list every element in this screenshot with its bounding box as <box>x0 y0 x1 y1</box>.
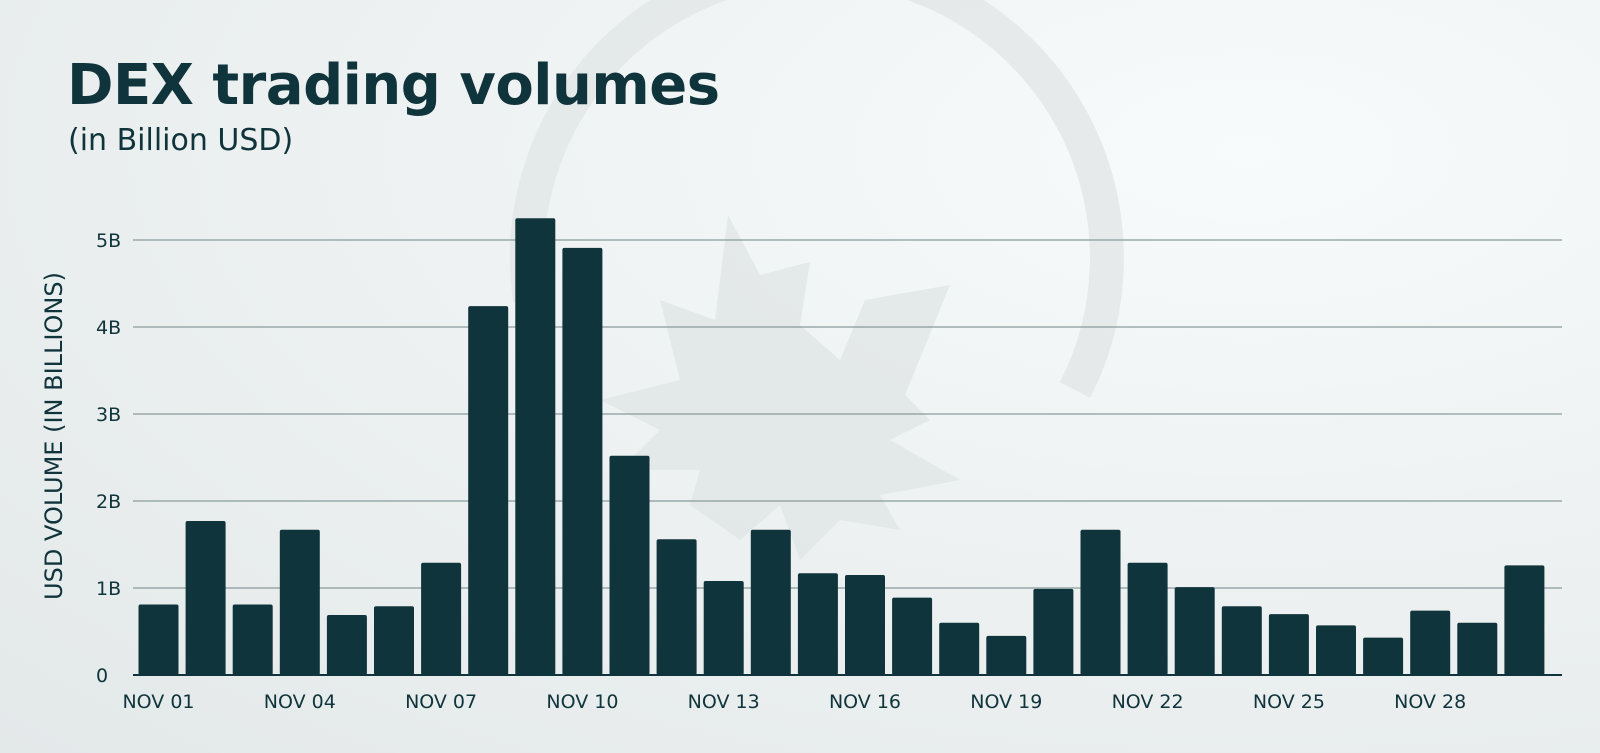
y-tick-label: 2B <box>96 491 121 513</box>
y-tick-label: 1B <box>96 578 121 600</box>
bar-nov-09 <box>515 218 556 675</box>
bar-nov-27 <box>1363 637 1404 675</box>
x-tick-label: NOV 22 <box>1112 691 1184 713</box>
bar-nov-25 <box>1268 614 1309 675</box>
bar-nov-05 <box>326 614 367 675</box>
bar-nov-15 <box>797 573 838 675</box>
bar-nov-17 <box>892 597 933 675</box>
grid-lines <box>133 239 1562 589</box>
bar-nov-30 <box>1504 565 1545 675</box>
bar-nov-18 <box>939 622 980 675</box>
bar-nov-11 <box>609 455 650 675</box>
bar-nov-28 <box>1410 610 1451 675</box>
bar-nov-01 <box>138 604 179 675</box>
bar-nov-06 <box>374 606 414 675</box>
bar-nov-19 <box>986 635 1027 675</box>
bar-nov-03 <box>232 604 273 675</box>
x-axis-ticks: NOV 01 NOV 04 NOV 07 NOV 10 NOV 13 NOV 16 NOV … <box>122 691 1466 713</box>
bar-nov-04 <box>279 529 320 675</box>
bar-nov-10 <box>562 247 603 675</box>
bar-nov-20 <box>1033 588 1074 675</box>
y-axis-label: USD VOLUME (IN BILLIONS) <box>40 272 68 600</box>
chart-subtitle: (in Billion USD) <box>68 123 294 158</box>
x-tick-label: NOV 10 <box>546 691 618 713</box>
x-tick-label: NOV 25 <box>1253 691 1325 713</box>
bar-nov-08 <box>468 306 509 675</box>
x-tick-label: NOV 04 <box>264 691 336 713</box>
bar-nov-16 <box>845 574 885 675</box>
chart-title: DEX trading volumes <box>67 53 720 118</box>
bar-nov-22 <box>1127 562 1168 675</box>
x-tick-label: NOV 13 <box>688 691 760 713</box>
x-tick-label: NOV 16 <box>829 691 901 713</box>
y-tick-label: 3B <box>96 404 121 426</box>
bar-nov-21 <box>1080 529 1121 675</box>
bar-nov-23 <box>1174 587 1215 675</box>
bar-nov-12 <box>656 539 697 675</box>
bar-nov-07 <box>421 562 462 675</box>
bar-nov-26 <box>1316 625 1356 675</box>
y-tick-label: 5B <box>96 230 121 252</box>
bar-nov-29 <box>1457 622 1498 675</box>
y-axis-ticks: 0 1B 2B 3B 4B 5B <box>96 230 121 687</box>
bar-nov-14 <box>750 529 791 675</box>
bar-nov-24 <box>1221 606 1262 675</box>
bar-nov-13 <box>703 581 744 675</box>
y-tick-label: 0 <box>96 665 108 687</box>
x-tick-label: NOV 28 <box>1394 691 1466 713</box>
x-tick-label: NOV 07 <box>405 691 477 713</box>
bars <box>138 218 1545 675</box>
x-tick-label: NOV 19 <box>970 691 1042 713</box>
x-tick-label: NOV 01 <box>122 691 194 713</box>
bar-nov-02 <box>185 521 226 675</box>
y-tick-label: 4B <box>96 317 121 339</box>
